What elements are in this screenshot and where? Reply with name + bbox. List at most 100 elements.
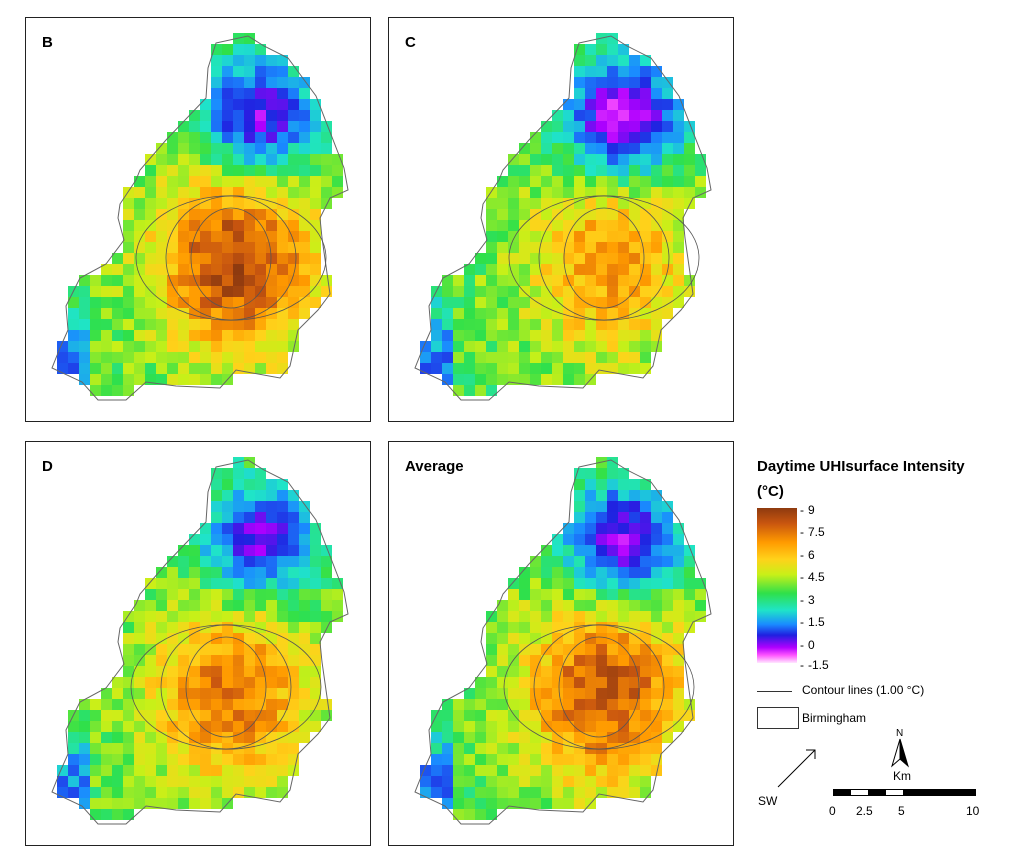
map-cell (596, 633, 607, 644)
map-cell (541, 297, 552, 308)
map-panel-b: B (25, 17, 371, 422)
map-cell (629, 578, 640, 589)
map-cell (486, 319, 497, 330)
map-cell (640, 479, 651, 490)
map-cell (640, 721, 651, 732)
map-cell (233, 176, 244, 187)
map-cell (530, 242, 541, 253)
map-cell (244, 242, 255, 253)
map-cell (662, 655, 673, 666)
map-cell (574, 44, 585, 55)
map-cell (552, 154, 563, 165)
map-cell (574, 319, 585, 330)
map-cell (519, 286, 530, 297)
map-cell (156, 633, 167, 644)
map-cell (156, 143, 167, 154)
map-cell (585, 578, 596, 589)
map-cell (596, 77, 607, 88)
map-cell (123, 699, 134, 710)
map-cell (156, 253, 167, 264)
map-cell (167, 556, 178, 567)
map-cell (167, 677, 178, 688)
map-cell (145, 264, 156, 275)
map-cell (134, 187, 145, 198)
map-cell (178, 242, 189, 253)
map-cell (464, 275, 475, 286)
map-cell (640, 622, 651, 633)
map-cell (596, 165, 607, 176)
map-cell (640, 88, 651, 99)
map-cell (673, 556, 684, 567)
map-cell (101, 787, 112, 798)
map-cell (145, 330, 156, 341)
map-cell (574, 666, 585, 677)
map-cell (662, 578, 673, 589)
north-label: N (896, 728, 904, 739)
map-cell (442, 721, 453, 732)
map-cell (662, 666, 673, 677)
map-cell (629, 209, 640, 220)
map-cell (618, 523, 629, 534)
map-cell (299, 198, 310, 209)
map-cell (167, 567, 178, 578)
scale-unit: Km (893, 769, 911, 783)
map-cell (123, 677, 134, 688)
map-cell (90, 699, 101, 710)
map-cell (266, 512, 277, 523)
map-cell (310, 710, 321, 721)
map-cell (574, 699, 585, 710)
map-cell (629, 479, 640, 490)
map-cell (574, 231, 585, 242)
map-cell (640, 154, 651, 165)
map-cell (255, 512, 266, 523)
map-cell (442, 286, 453, 297)
map-cell (299, 286, 310, 297)
map-cell (266, 666, 277, 677)
map-cell (508, 330, 519, 341)
map-cell (618, 66, 629, 77)
map-cell (145, 611, 156, 622)
map-cell (211, 99, 222, 110)
map-cell (123, 209, 134, 220)
map-cell (90, 809, 101, 820)
map-cell (266, 209, 277, 220)
map-cell (541, 677, 552, 688)
map-cell (574, 253, 585, 264)
map-cell (541, 545, 552, 556)
map-cell (79, 352, 90, 363)
map-cell (662, 297, 673, 308)
map-cell (266, 688, 277, 699)
map-cell (563, 754, 574, 765)
map-cell (178, 666, 189, 677)
map-cell (189, 754, 200, 765)
map-cell (79, 798, 90, 809)
map-cell (486, 732, 497, 743)
map-cell (288, 198, 299, 209)
map-cell (266, 154, 277, 165)
map-cell (585, 556, 596, 567)
map-cell (156, 231, 167, 242)
map-cell (662, 567, 673, 578)
map-cell (640, 644, 651, 655)
map-cell (90, 710, 101, 721)
map-cell (673, 231, 684, 242)
map-cell (310, 121, 321, 132)
map-cell (673, 209, 684, 220)
map-cell (453, 721, 464, 732)
contour-line (533, 624, 665, 750)
map-cell (145, 308, 156, 319)
map-cell (530, 220, 541, 231)
map-cell (596, 286, 607, 297)
scale-label: 5 (898, 804, 905, 818)
map-cell (178, 209, 189, 220)
map-cell (288, 264, 299, 275)
map-cell (442, 699, 453, 710)
map-cell (585, 165, 596, 176)
map-cell (211, 132, 222, 143)
map-cell (596, 600, 607, 611)
map-cell (497, 655, 508, 666)
map-cell (200, 710, 211, 721)
map-cell (211, 501, 222, 512)
map-cell (574, 264, 585, 275)
map-cell (167, 154, 178, 165)
